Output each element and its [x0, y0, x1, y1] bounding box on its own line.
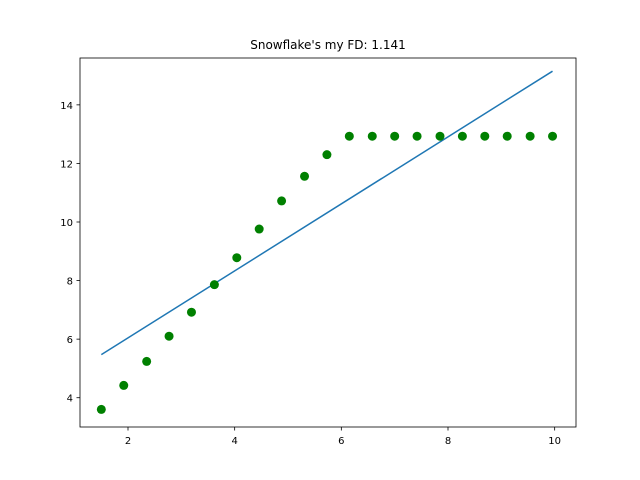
- y-tick-label: 14: [60, 101, 73, 112]
- data-point: [142, 356, 152, 366]
- data-point: [390, 131, 400, 141]
- plot-frame: [79, 57, 577, 428]
- data-point: [300, 171, 310, 181]
- data-point: [254, 224, 264, 234]
- data-point: [502, 131, 512, 141]
- x-tick-label: 6: [338, 436, 344, 447]
- fit-line: [100, 70, 553, 356]
- y-tick-label: 12: [60, 159, 73, 170]
- data-point: [457, 131, 467, 141]
- plot-marks: [96, 70, 558, 414]
- y-tick-label: 6: [67, 335, 73, 346]
- data-point: [322, 150, 332, 160]
- x-tick-label: 8: [445, 436, 451, 447]
- data-point: [186, 307, 196, 317]
- x-tick-label: 2: [125, 436, 131, 447]
- data-point: [548, 131, 558, 141]
- data-point: [164, 331, 174, 341]
- data-point: [435, 131, 445, 141]
- data-point: [480, 131, 490, 141]
- data-point: [412, 131, 422, 141]
- data-point: [344, 131, 354, 141]
- data-point: [525, 131, 535, 141]
- axes: 2 4 6 8 10 4 6 8 10 12 14: [60, 57, 577, 447]
- x-tick-label: 4: [231, 436, 237, 447]
- y-tick-label: 10: [60, 218, 73, 229]
- data-point: [209, 280, 219, 290]
- y-tick-label: 4: [67, 394, 73, 405]
- x-tick-label: 10: [548, 436, 561, 447]
- data-point: [119, 380, 129, 390]
- data-point: [367, 131, 377, 141]
- y-tick-label: 8: [67, 277, 73, 288]
- data-point: [96, 404, 106, 414]
- chart-title: Snowflake's my FD: 1.141: [250, 38, 406, 52]
- data-point: [277, 196, 287, 206]
- data-point: [232, 253, 242, 263]
